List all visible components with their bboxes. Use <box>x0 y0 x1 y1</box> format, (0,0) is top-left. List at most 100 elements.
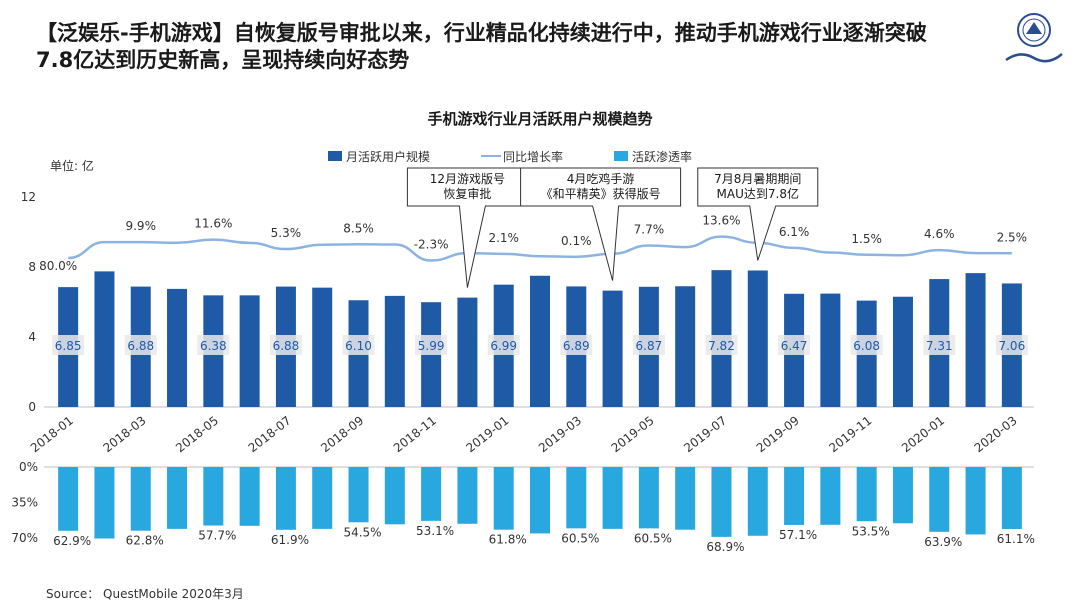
mau-data-label: 6.87 <box>636 339 663 353</box>
growth-data-label: 8.5% <box>343 221 374 235</box>
penetration-bar <box>711 467 732 537</box>
annotation-text: 12月游戏版号 <box>430 172 505 186</box>
mau-data-label: 6.85 <box>55 339 82 353</box>
penetration-data-label: 61.8% <box>489 533 527 547</box>
mau-bar <box>384 295 405 407</box>
mau-bar <box>820 293 841 407</box>
growth-data-label: 1.5% <box>851 232 882 246</box>
penetration-bar <box>167 467 188 529</box>
chart-legend: 月活跃用户规模 同比增长率 活跃渗透率 <box>328 149 692 164</box>
mau-bar <box>167 288 188 407</box>
mau-data-label: 6.08 <box>853 339 880 353</box>
mau-bar <box>312 287 333 407</box>
annotation-text: MAU达到7.8亿 <box>717 186 799 201</box>
mau-label-box <box>705 335 738 355</box>
mau-data-label: 6.47 <box>781 339 808 353</box>
mau-label-box <box>923 335 956 355</box>
mau-label-box <box>269 335 302 355</box>
source-note: Source： QuestMobile 2020年3月 <box>46 587 244 601</box>
penetration-bar <box>384 467 405 525</box>
annotation-box <box>697 167 819 261</box>
y-tick-label: 0 <box>28 400 36 414</box>
penetration-bar <box>856 467 877 522</box>
growth-data-label: 6.1% <box>779 225 810 239</box>
penetration-data-label: 57.7% <box>198 529 236 543</box>
x-tick-label: 2019-11 <box>826 413 874 455</box>
penetration-bar <box>965 467 986 535</box>
penetration-data-label: 53.5% <box>852 524 890 538</box>
x-tick-label: 2018-09 <box>318 413 366 455</box>
mau-data-label: 7.06 <box>998 339 1025 353</box>
penetration-data-label: 62.9% <box>53 534 91 548</box>
mau-bar <box>602 290 623 407</box>
penetration-data-label: 61.1% <box>997 532 1035 546</box>
growth-data-label: 4.6% <box>924 227 955 241</box>
y-tick-label: 8 <box>28 260 36 274</box>
x-tick-label: 2018-05 <box>173 413 221 455</box>
annotation-text: 7月8月暑期期间 <box>714 172 801 186</box>
mau-label-box <box>632 335 665 355</box>
penetration-bar <box>1001 467 1022 529</box>
annotation-callout-2: 4月吃鸡手游《和平精英》获得版号 <box>520 167 682 281</box>
penetration-bar <box>929 467 950 532</box>
x-tick-label: 2018-11 <box>391 413 439 455</box>
mau-label-box <box>778 335 811 355</box>
mau-bar <box>892 296 913 407</box>
mau-label-box <box>52 335 85 355</box>
legend-swatch-2 <box>614 151 628 161</box>
growth-line <box>68 235 1012 262</box>
growth-data-label: 0.1% <box>561 234 592 248</box>
penetration-bar <box>638 467 659 529</box>
penetration-bar <box>203 467 224 526</box>
penetration-bar <box>784 467 805 525</box>
mau-label-box <box>342 335 375 355</box>
growth-data-label: 2.5% <box>997 230 1028 244</box>
mau-data-label: 7.31 <box>926 339 953 353</box>
annotation-text: 恢复审批 <box>443 186 491 201</box>
penetration-bar <box>747 467 768 536</box>
growth-data-label: 80.0% <box>39 259 77 273</box>
growth-data-label: 9.9% <box>125 219 156 233</box>
penetration-bar <box>58 467 79 531</box>
legend-label-2: 活跃渗透率 <box>632 149 692 164</box>
x-tick-label: 2019-01 <box>463 413 511 455</box>
penetration-data-label: 57.1% <box>779 528 817 542</box>
unit-label: 单位: 亿 <box>50 158 94 173</box>
growth-data-label: 11.6% <box>194 217 232 231</box>
legend-swatch-0 <box>328 151 342 161</box>
mau-data-label: 6.88 <box>127 339 154 353</box>
penetration-bar <box>421 467 442 521</box>
penetration-bar <box>239 467 260 526</box>
mau-bar <box>747 270 768 407</box>
y-tick-label: 12 <box>21 190 36 204</box>
x-tick-label: 2018-07 <box>246 413 294 455</box>
legend-label-1: 同比增长率 <box>503 149 563 164</box>
penetration-bar <box>892 467 913 524</box>
penetration-bar <box>275 467 296 530</box>
mau-bar <box>965 273 986 407</box>
mau-data-label: 6.88 <box>273 339 300 353</box>
penetration-bar <box>493 467 514 530</box>
mau-bar <box>530 275 550 407</box>
penetration-bar <box>457 467 478 524</box>
mau-data-label: 6.38 <box>200 339 227 353</box>
penetration-data-label: 54.5% <box>343 525 381 539</box>
penetration-data-label: 60.5% <box>561 531 599 545</box>
mau-bar <box>675 286 696 407</box>
mau-data-label: 6.99 <box>490 339 517 353</box>
data-labels: 6.85 6.88 6.38 6.88 6.10 5.99 6.99 6.89 6.87 7.82… <box>39 214 1035 554</box>
penetration-data-label: 53.1% <box>416 524 454 538</box>
growth-data-label: 2.1% <box>488 231 519 245</box>
penetration-bar <box>130 467 151 531</box>
mau-label-box <box>995 335 1028 355</box>
x-tick-label: 2019-07 <box>681 413 729 455</box>
growth-data-label: 7.7% <box>634 222 665 236</box>
x-tick-label: 2018-01 <box>28 413 76 455</box>
penetration-bars <box>58 467 1022 539</box>
annotation-text: 《和平精英》获得版号 <box>541 186 661 201</box>
penetration-bar <box>602 467 623 529</box>
penetration-bar <box>530 467 550 534</box>
penetration-bar <box>312 467 333 529</box>
